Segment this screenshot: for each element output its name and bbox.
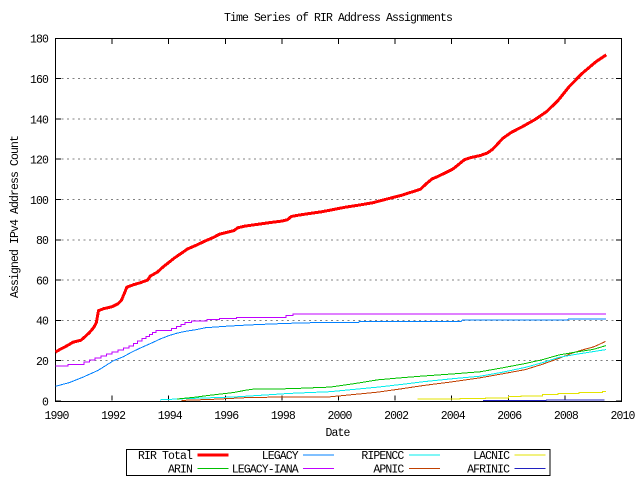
svg-text:LACNIC: LACNIC xyxy=(473,450,510,463)
svg-text:2004: 2004 xyxy=(441,410,466,423)
svg-text:RIR Total: RIR Total xyxy=(138,450,193,463)
svg-text:0: 0 xyxy=(42,396,49,409)
svg-text:1992: 1992 xyxy=(101,410,126,423)
svg-text:1998: 1998 xyxy=(271,410,296,423)
svg-text:2006: 2006 xyxy=(497,410,522,423)
svg-text:1996: 1996 xyxy=(214,410,239,423)
svg-text:120: 120 xyxy=(30,155,49,168)
svg-text:LEGACY-IANA: LEGACY-IANA xyxy=(232,464,299,477)
svg-text:180: 180 xyxy=(30,34,49,47)
svg-text:LEGACY: LEGACY xyxy=(262,450,299,463)
svg-text:Time Series of RIR Address Ass: Time Series of RIR Address Assignments xyxy=(224,12,452,25)
svg-text:Assigned IPv4 Address Count: Assigned IPv4 Address Count xyxy=(9,136,22,298)
svg-text:80: 80 xyxy=(36,235,49,248)
svg-text:2000: 2000 xyxy=(328,410,353,423)
svg-text:Date: Date xyxy=(326,427,351,440)
svg-text:160: 160 xyxy=(30,74,49,87)
svg-text:RIPENCC: RIPENCC xyxy=(361,450,404,463)
svg-text:1994: 1994 xyxy=(158,410,183,423)
svg-text:2008: 2008 xyxy=(554,410,579,423)
svg-text:40: 40 xyxy=(36,316,49,329)
svg-text:20: 20 xyxy=(36,356,49,369)
svg-text:60: 60 xyxy=(36,275,49,288)
svg-text:2010: 2010 xyxy=(611,410,636,423)
svg-text:140: 140 xyxy=(30,114,49,127)
svg-text:1990: 1990 xyxy=(45,410,70,423)
svg-text:2002: 2002 xyxy=(384,410,409,423)
svg-text:100: 100 xyxy=(30,195,49,208)
svg-text:ARIN: ARIN xyxy=(168,464,192,477)
svg-text:AFRINIC: AFRINIC xyxy=(467,464,510,477)
svg-text:APNIC: APNIC xyxy=(373,464,404,477)
